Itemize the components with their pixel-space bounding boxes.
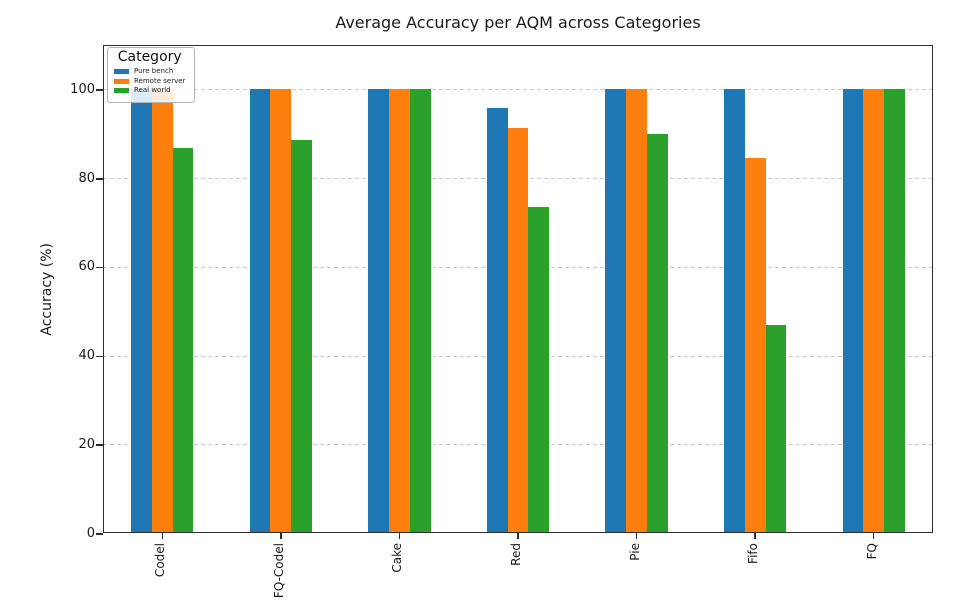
legend-label: Remote server	[134, 76, 186, 85]
y-tick-mark	[96, 355, 103, 358]
x-tick-mark	[872, 533, 875, 539]
y-axis-label-wrap: Accuracy (%)	[36, 45, 58, 533]
y-tick-label: 60	[78, 259, 95, 275]
plot-area	[103, 45, 933, 533]
y-tick-label: 40	[78, 348, 95, 364]
y-tick-mark	[96, 266, 103, 269]
legend-swatch-icon	[114, 69, 129, 74]
bar-FQ-pure-bench	[842, 89, 864, 533]
bar-FQ-Codel-remote-server	[270, 89, 292, 533]
legend-label: Real world	[134, 86, 171, 94]
y-tick-mark	[96, 444, 103, 446]
bar-Fifo-pure-bench	[724, 89, 745, 533]
x-tick-mark	[280, 533, 282, 539]
bar-Pie-remote-server	[626, 89, 647, 533]
bar-FQ-Codel-pure-bench	[249, 89, 271, 533]
y-axis-label: Accuracy (%)	[39, 242, 55, 336]
x-tick-label-FQ-Codel: FQ-Codel	[271, 543, 286, 599]
legend-entries: Pure bench Remote server Real world	[114, 68, 185, 94]
bar-Pie-pure-bench	[605, 89, 627, 533]
x-tick-mark	[517, 533, 519, 539]
x-tick-mark	[635, 533, 638, 539]
bar-Pie-real-world	[646, 133, 668, 533]
x-tick-label-Codel: Codel	[153, 543, 168, 578]
legend-title: Category	[117, 49, 182, 65]
bar-Red-pure-bench	[486, 108, 508, 533]
bar-Fifo-remote-server	[744, 158, 766, 533]
y-tick-label: 0	[86, 525, 95, 541]
bar-Codel-pure-bench	[131, 89, 152, 533]
gridline-y100	[103, 89, 933, 91]
chart-title: Average Accuracy per AQM across Categori…	[335, 13, 701, 32]
x-tick-label-Red: Red	[509, 543, 523, 566]
x-tick-mark	[161, 533, 164, 539]
legend-entry: Remote server	[114, 76, 186, 85]
y-tick-mark	[96, 533, 103, 535]
bar-Fifo-real-world	[765, 325, 787, 533]
bar-FQ-real-world	[884, 89, 905, 533]
x-tick-label-Fifo: Fifo	[746, 543, 761, 564]
bar-Cake-pure-bench	[368, 89, 390, 533]
bar-Red-real-world	[528, 206, 550, 533]
legend-swatch-icon	[114, 88, 129, 93]
legend-label: Pure bench	[134, 67, 174, 75]
bar-Cake-real-world	[409, 89, 431, 533]
y-tick-mark	[96, 89, 103, 91]
bar-Codel-remote-server	[151, 89, 173, 533]
y-tick-label: 80	[78, 170, 95, 186]
x-tick-mark	[398, 533, 401, 539]
x-tick-label-Cake: Cake	[390, 543, 405, 573]
y-tick-mark	[96, 178, 103, 180]
legend: Category Pure bench Remote server Real wor…	[107, 47, 196, 103]
y-tick-label: 20	[78, 436, 95, 452]
legend-swatch-icon	[114, 78, 129, 84]
bar-Codel-real-world	[172, 147, 194, 533]
x-tick-label-FQ: FQ	[864, 543, 879, 560]
legend-entry: Pure bench	[114, 68, 185, 75]
bar-Cake-remote-server	[389, 89, 410, 533]
x-tick-mark	[754, 533, 756, 539]
y-tick-label: 100	[70, 81, 95, 97]
bar-FQ-remote-server	[863, 89, 885, 533]
bar-Red-remote-server	[507, 127, 529, 533]
x-tick-label-Pie: Pie	[627, 543, 642, 561]
bar-FQ-Codel-real-world	[291, 140, 312, 533]
legend-entry: Real world	[114, 87, 185, 94]
